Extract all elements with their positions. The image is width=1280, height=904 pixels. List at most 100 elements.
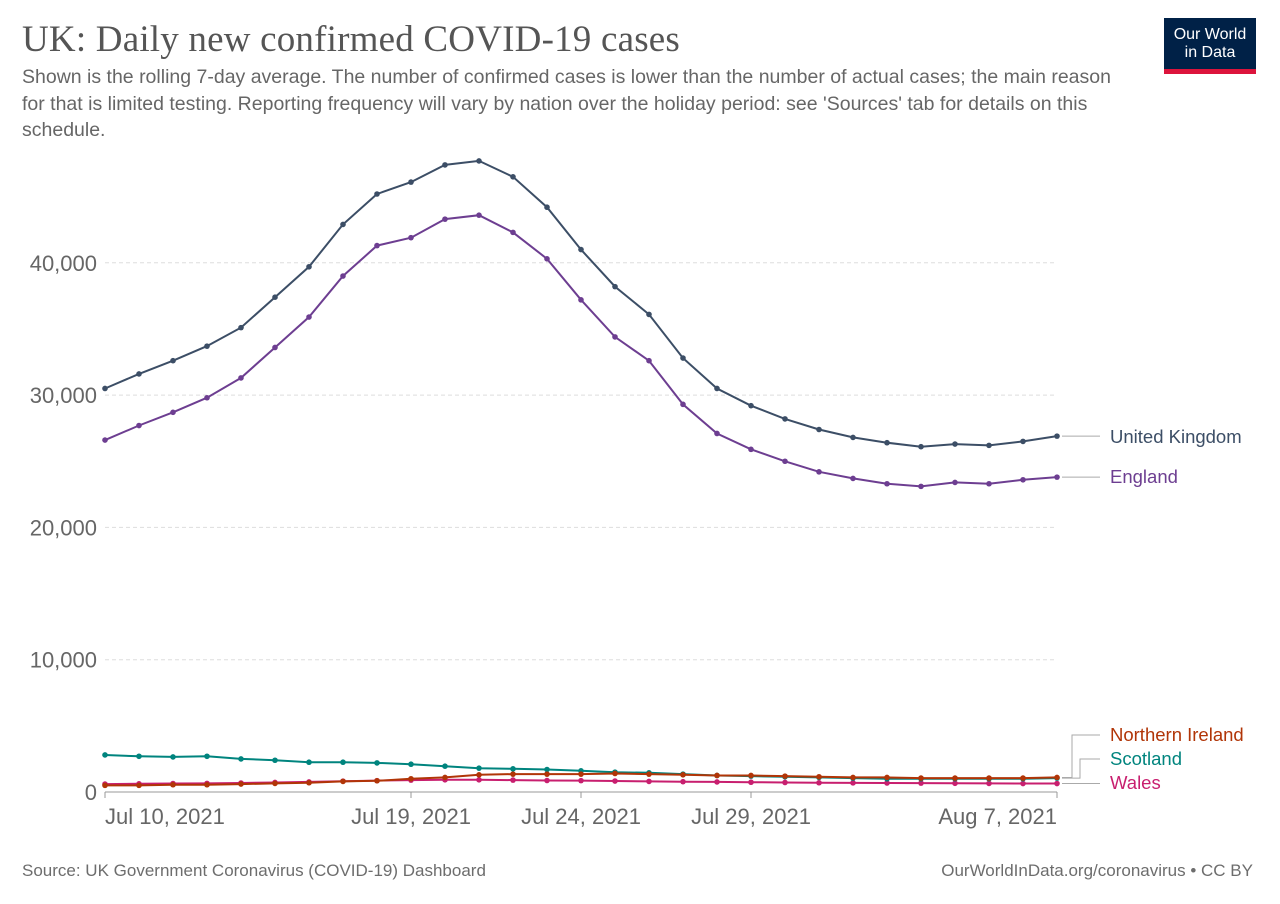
data-point-northern-ireland xyxy=(748,772,754,779)
data-point-england xyxy=(272,344,278,351)
data-point-northern-ireland xyxy=(578,771,584,777)
data-point-england xyxy=(884,480,890,487)
data-point-wales xyxy=(510,777,516,783)
series-line-united-kingdom xyxy=(104,159,1058,448)
grid-lines xyxy=(105,262,1057,661)
series-label-wales[interactable]: Wales xyxy=(1062,772,1161,793)
data-point-england xyxy=(510,229,516,236)
data-point-united-kingdom xyxy=(1054,433,1060,439)
series-label-text: Scotland xyxy=(1110,748,1182,769)
data-point-united-kingdom xyxy=(714,385,720,392)
data-point-northern-ireland xyxy=(884,774,890,781)
data-point-united-kingdom xyxy=(442,162,448,168)
credit-note[interactable]: OurWorldInData.org/coronavirus • CC BY xyxy=(941,861,1253,880)
data-point-england xyxy=(238,375,244,381)
series-label-text: United Kingdom xyxy=(1110,426,1242,447)
data-point-united-kingdom xyxy=(170,357,176,364)
data-point-england xyxy=(748,446,754,453)
data-point-wales xyxy=(476,777,482,783)
data-point-united-kingdom xyxy=(408,179,414,185)
data-point-united-kingdom xyxy=(476,158,482,164)
y-axis-tick-labels: 0 10,000 20,000 30,000 40,000 xyxy=(30,251,97,805)
data-point-wales xyxy=(918,780,924,786)
data-point-northern-ireland xyxy=(816,773,822,780)
x-tick-label: Jul 19, 2021 xyxy=(351,804,471,829)
data-point-scotland xyxy=(408,761,414,768)
data-point-scotland xyxy=(136,753,142,760)
data-point-scotland xyxy=(340,759,346,766)
data-point-northern-ireland xyxy=(306,779,312,786)
x-axis: Jul 10, 2021 Jul 19, 2021 Jul 24, 2021 Jul … xyxy=(104,791,1058,829)
data-point-england xyxy=(136,422,142,429)
data-point-northern-ireland xyxy=(170,781,176,788)
data-point-united-kingdom xyxy=(782,416,788,422)
data-point-scotland xyxy=(442,763,448,770)
series-labels[interactable]: United Kingdom England Northern Ireland Sco… xyxy=(1062,426,1244,793)
data-point-united-kingdom xyxy=(272,294,278,300)
series-label-text: Northern Ireland xyxy=(1110,724,1244,745)
data-point-united-kingdom xyxy=(136,371,142,377)
data-point-wales xyxy=(680,778,686,785)
owid-logo[interactable]: Our World in Data xyxy=(1164,18,1256,74)
data-point-united-kingdom xyxy=(884,439,890,446)
series-label-northern-ireland[interactable]: Northern Ireland xyxy=(1062,724,1244,778)
logo-accent-bar xyxy=(1164,69,1256,74)
data-point-england xyxy=(850,475,856,482)
data-point-wales xyxy=(816,779,822,786)
data-point-england xyxy=(476,212,482,218)
logo-line-1: Our World xyxy=(1173,26,1247,43)
data-point-wales xyxy=(544,777,550,784)
data-point-scotland xyxy=(374,760,380,766)
data-point-northern-ireland xyxy=(646,771,652,777)
data-point-northern-ireland xyxy=(510,771,516,777)
logo-line-2: in Data xyxy=(1184,44,1236,61)
data-point-england xyxy=(782,458,788,465)
data-point-england xyxy=(714,430,720,437)
data-point-england xyxy=(578,297,584,303)
data-point-united-kingdom xyxy=(510,174,516,180)
data-point-england xyxy=(340,273,346,279)
data-point-england xyxy=(544,256,550,262)
data-point-northern-ireland xyxy=(714,772,720,779)
data-point-wales xyxy=(952,780,958,787)
data-point-northern-ireland xyxy=(102,782,108,789)
data-point-united-kingdom xyxy=(646,311,652,318)
x-tick-label: Aug 7, 2021 xyxy=(938,804,1057,829)
data-point-united-kingdom xyxy=(612,283,618,290)
data-point-england xyxy=(918,483,924,490)
data-point-united-kingdom xyxy=(748,402,754,409)
data-point-northern-ireland xyxy=(544,771,550,777)
data-point-scotland xyxy=(204,753,210,760)
data-point-wales xyxy=(986,780,992,787)
data-point-northern-ireland xyxy=(612,770,618,777)
data-point-wales xyxy=(1020,780,1026,787)
data-point-united-kingdom xyxy=(102,385,108,392)
series-label-england[interactable]: England xyxy=(1062,466,1178,487)
y-tick-label: 40,000 xyxy=(30,251,97,276)
data-point-scotland xyxy=(306,759,312,766)
y-tick-label: 0 xyxy=(85,780,97,805)
data-point-england xyxy=(442,216,448,222)
data-point-northern-ireland xyxy=(442,774,448,781)
y-tick-label: 20,000 xyxy=(30,515,97,540)
data-point-england xyxy=(408,234,414,241)
data-point-united-kingdom xyxy=(1020,438,1026,445)
data-point-wales xyxy=(612,778,618,784)
data-point-united-kingdom xyxy=(578,246,584,253)
series-label-scotland[interactable]: Scotland xyxy=(1062,748,1182,779)
series-label-text: England xyxy=(1110,466,1178,487)
data-point-northern-ireland xyxy=(782,773,788,779)
data-point-england xyxy=(102,437,108,443)
data-point-england xyxy=(306,314,312,320)
data-point-scotland xyxy=(272,757,278,764)
data-point-united-kingdom xyxy=(918,443,924,450)
series-label-united-kingdom[interactable]: United Kingdom xyxy=(1062,426,1242,447)
data-point-england xyxy=(1054,474,1060,480)
data-point-northern-ireland xyxy=(136,782,142,789)
source-note[interactable]: Source: UK Government Coronavirus (COVID… xyxy=(22,861,486,880)
data-point-northern-ireland xyxy=(476,772,482,778)
data-point-northern-ireland xyxy=(952,775,958,781)
data-point-england xyxy=(612,334,618,340)
data-point-wales xyxy=(646,778,652,785)
data-point-northern-ireland xyxy=(408,775,414,782)
